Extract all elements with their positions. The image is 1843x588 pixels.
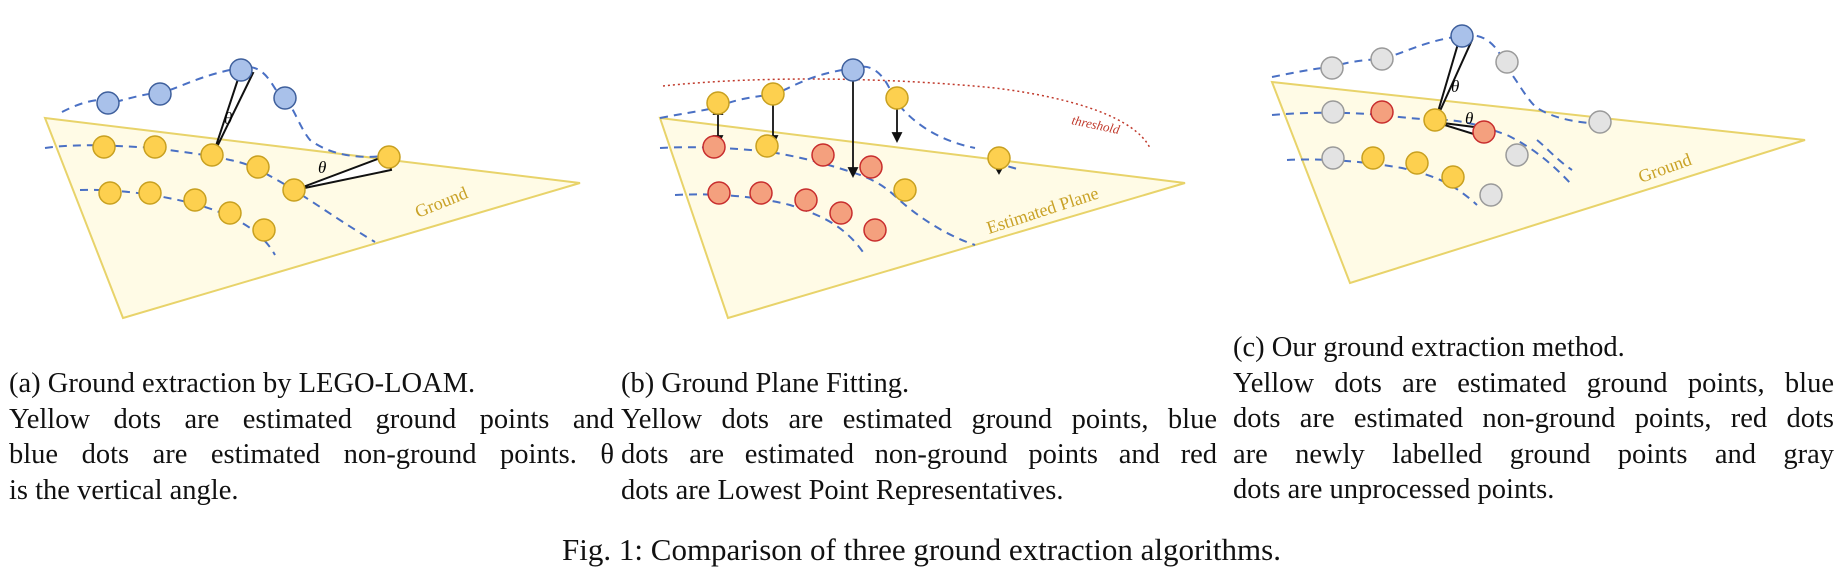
caption-line: dots are unprocessed points. xyxy=(1233,474,1555,505)
ground-point xyxy=(885,86,909,110)
unprocessed-point xyxy=(1370,47,1394,71)
caption-line: (c) Our ground extraction method. xyxy=(1233,332,1625,363)
unprocessed-point xyxy=(1321,100,1345,124)
scan-line xyxy=(1271,111,1573,186)
ground-plane xyxy=(1270,80,1806,285)
non-ground-point xyxy=(1450,24,1474,48)
blue-dots xyxy=(96,58,297,115)
lowest-point-representative xyxy=(794,188,818,212)
ground-point xyxy=(1441,165,1465,189)
estimated-plane xyxy=(658,116,1186,320)
ground-point xyxy=(1361,146,1385,170)
ground-point xyxy=(282,178,306,202)
panel-b: threshold Estimated Plane xyxy=(615,0,1220,330)
unprocessed-point xyxy=(1320,56,1344,80)
lowest-point-representative xyxy=(707,181,731,205)
panel-a: θ θ Ground xyxy=(0,0,610,330)
yellow-dots xyxy=(1361,108,1465,189)
gray-dots xyxy=(1320,47,1612,207)
caption-line: dots are Lowest Point Representatives. xyxy=(621,474,1064,506)
ground-point xyxy=(755,134,779,158)
lowest-point-representative xyxy=(749,181,773,205)
figure-caption: Fig. 1: Comparison of three ground extra… xyxy=(562,532,1281,567)
lowest-point-representative xyxy=(811,143,835,167)
non-ground-point xyxy=(96,91,120,115)
caption-line: Yellow dots are estimated ground points,… xyxy=(1233,367,1834,399)
yellow-dots xyxy=(706,82,1011,202)
ground-point xyxy=(761,82,785,106)
ground-point xyxy=(138,181,162,205)
ground-point xyxy=(252,218,276,242)
theta-label: θ xyxy=(318,158,326,177)
newly-labelled-ground-point xyxy=(1370,100,1394,124)
non-ground-point xyxy=(273,86,297,110)
ground-point xyxy=(1405,151,1429,175)
panel-a-diagram: θ θ Ground xyxy=(43,58,581,320)
caption-a: (a) Ground extraction by LEGO-LOAM. Yell… xyxy=(9,366,614,508)
scan-line xyxy=(1536,139,1573,171)
threshold-label: threshold xyxy=(1070,112,1121,137)
ground-point xyxy=(377,145,401,169)
ground-point xyxy=(143,135,167,159)
ground-point xyxy=(706,91,730,115)
scan-line xyxy=(284,97,391,158)
caption-line: (b) Ground Plane Fitting. xyxy=(621,368,910,399)
non-ground-point xyxy=(229,58,253,82)
ground-point xyxy=(246,155,270,179)
theta-label: θ xyxy=(224,109,232,128)
panel-b-diagram: threshold Estimated Plane xyxy=(658,58,1186,320)
red-dots xyxy=(1370,100,1496,144)
ground-point xyxy=(218,201,242,225)
caption-line: dots are estimated non-ground points and… xyxy=(621,439,1217,470)
theta-label: θ xyxy=(1465,109,1473,128)
unprocessed-point xyxy=(1321,146,1345,170)
panel-c-diagram: θ θ Ground xyxy=(1270,24,1806,285)
lowest-point-representative xyxy=(829,201,853,225)
unprocessed-point xyxy=(1505,143,1529,167)
caption-line: (a) Ground extraction by LEGO-LOAM. xyxy=(9,368,476,399)
scan-line xyxy=(659,146,976,246)
ground-point xyxy=(200,143,224,167)
caption-line: is the vertical angle. xyxy=(9,474,239,506)
ground-point xyxy=(987,146,1011,170)
theta-label: θ xyxy=(1451,77,1459,96)
caption-line: are newly labelled ground points and gra… xyxy=(1233,438,1834,470)
ground-point xyxy=(183,188,207,212)
unprocessed-point xyxy=(1588,110,1612,134)
red-dots xyxy=(702,135,887,242)
non-ground-point xyxy=(841,58,865,82)
blue-dots xyxy=(841,58,865,82)
ground-plane xyxy=(43,116,581,320)
ground-point xyxy=(92,135,116,159)
lowest-point-representative xyxy=(859,155,883,179)
lowest-point-representative xyxy=(863,218,887,242)
caption-b: (b) Ground Plane Fitting. Yellow dots ar… xyxy=(621,366,1217,508)
lowest-point-representative xyxy=(702,135,726,159)
caption-line: Yellow dots are estimated ground points,… xyxy=(621,403,1217,435)
newly-labelled-ground-point xyxy=(1472,120,1496,144)
caption-line: Yellow dots are estimated ground points … xyxy=(9,403,614,435)
unprocessed-point xyxy=(1479,183,1503,207)
ground-point xyxy=(893,178,917,202)
unprocessed-point xyxy=(1495,50,1519,74)
yellow-dots xyxy=(92,135,401,242)
caption-c: (c) Our ground extraction method. Yellow… xyxy=(1233,330,1834,508)
ground-point xyxy=(98,181,122,205)
panel-c: θ θ Ground xyxy=(1227,0,1842,330)
caption-line: dots are estimated non-ground points, re… xyxy=(1233,403,1834,434)
non-ground-point xyxy=(148,82,172,106)
ground-point xyxy=(1423,108,1447,132)
blue-dots xyxy=(1450,24,1474,48)
caption-line: blue dots are estimated non-ground point… xyxy=(9,439,614,470)
